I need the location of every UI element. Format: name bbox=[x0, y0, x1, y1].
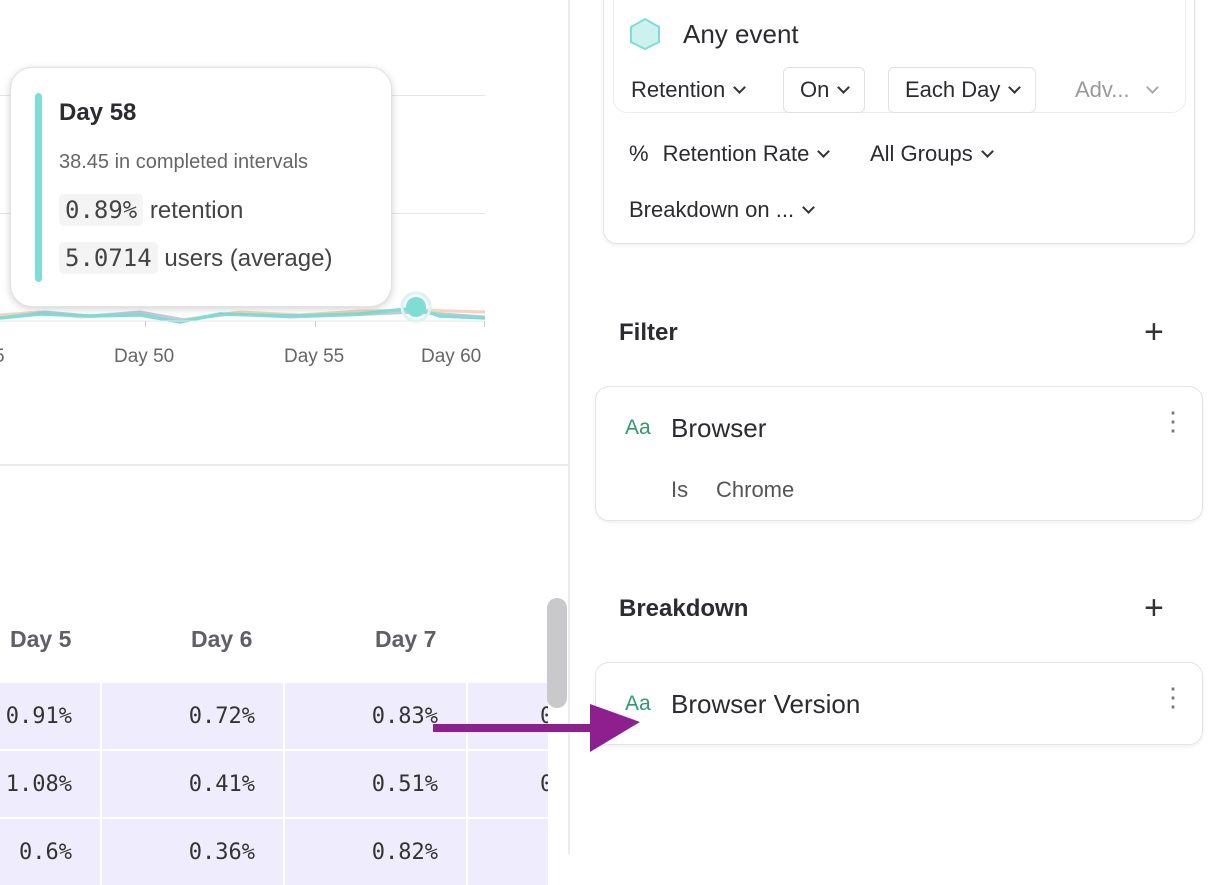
chart-tooltip: Day 58 38.45 in completed intervals 0.89… bbox=[10, 67, 392, 307]
table-cell: 0.82% bbox=[285, 819, 466, 885]
users-label: users (average) bbox=[164, 245, 333, 272]
event-name[interactable]: Any event bbox=[683, 19, 799, 49]
chevron-down-icon bbox=[837, 81, 851, 94]
x-tick: Day 60 bbox=[421, 346, 482, 367]
retention-value: 0.89% bbox=[59, 194, 144, 226]
hover-point bbox=[400, 291, 432, 323]
breakdown-on-label: Breakdown on ... bbox=[629, 197, 795, 222]
table-cell: 0.51% bbox=[285, 751, 466, 817]
divider bbox=[0, 464, 568, 466]
panel-divider bbox=[568, 0, 570, 854]
percent-icon: % bbox=[629, 141, 649, 166]
breakdown-heading: Breakdown bbox=[619, 595, 749, 622]
retention-type-dropdown[interactable]: Retention bbox=[631, 67, 747, 113]
advanced-dropdown[interactable]: Adv... bbox=[1075, 67, 1159, 113]
chevron-down-icon bbox=[1145, 81, 1159, 94]
table-cell: 0.83% bbox=[285, 683, 466, 749]
chevron-down-icon bbox=[980, 145, 994, 158]
tooltip-subtitle: 38.45 in completed intervals bbox=[59, 151, 309, 173]
retention-type-label: Retention bbox=[631, 77, 726, 102]
advanced-label: Adv... bbox=[1075, 77, 1130, 102]
event-hexagon-icon bbox=[630, 17, 660, 51]
interval-dropdown[interactable]: Each Day bbox=[888, 67, 1037, 113]
users-value: 5.0714 bbox=[59, 242, 158, 274]
more-options-icon[interactable]: ⋮ bbox=[1160, 406, 1186, 436]
event-card bbox=[613, 0, 1186, 113]
x-tick: Day 50 bbox=[114, 346, 175, 367]
add-breakdown-button[interactable]: + bbox=[1144, 589, 1164, 627]
series-color-bar bbox=[35, 93, 42, 282]
breakdown-property[interactable]: Browser Version bbox=[671, 689, 861, 719]
query-card: Any event Retention On Each Day Adv... %… bbox=[603, 0, 1195, 244]
groups-label: All Groups bbox=[870, 141, 973, 166]
filter-value[interactable]: Chrome bbox=[716, 477, 795, 502]
table-scrollbar[interactable] bbox=[547, 598, 567, 708]
chart-panel: 5 Day 50 Day 55 Day 60 Day 58 38.45 in c… bbox=[0, 0, 568, 885]
string-type-icon: Aa bbox=[625, 416, 651, 439]
table-cell: 1.08% bbox=[0, 751, 100, 817]
chevron-down-icon bbox=[1008, 81, 1022, 94]
measure-label: Retention Rate bbox=[662, 141, 810, 166]
interval-label: Each Day bbox=[905, 77, 1001, 102]
string-type-icon: Aa bbox=[625, 692, 651, 715]
chevron-down-icon bbox=[817, 145, 831, 158]
groups-dropdown[interactable]: All Groups bbox=[870, 141, 994, 167]
retention-label: retention bbox=[149, 197, 244, 224]
table-cell: 0.36% bbox=[102, 819, 283, 885]
annotation-arrow bbox=[433, 704, 640, 752]
column-header: Day 6 bbox=[191, 626, 253, 652]
add-filter-button[interactable]: + bbox=[1144, 313, 1164, 351]
breakdown-card[interactable]: Aa Browser Version ⋮ bbox=[595, 662, 1203, 745]
filter-card[interactable]: Aa Browser Is Chrome ⋮ bbox=[595, 386, 1203, 521]
chevron-down-icon bbox=[802, 201, 815, 214]
table-cell: 0 bbox=[468, 751, 548, 817]
chevron-down-icon bbox=[733, 81, 747, 94]
on-dropdown[interactable]: On bbox=[783, 67, 866, 113]
table-cell: 0.91% bbox=[0, 683, 100, 749]
measure-dropdown[interactable]: % Retention Rate bbox=[629, 141, 831, 167]
column-header: Day 5 bbox=[10, 626, 72, 652]
table-cell: 0.6% bbox=[0, 819, 100, 885]
breakdown-on-dropdown[interactable]: Breakdown on ... bbox=[629, 197, 815, 223]
column-header: Day 7 bbox=[375, 626, 437, 652]
table-cell: 0 bbox=[468, 683, 548, 749]
tooltip-title: Day 58 bbox=[59, 99, 137, 126]
more-options-icon[interactable]: ⋮ bbox=[1160, 682, 1186, 712]
table-cell: 0.72% bbox=[102, 683, 283, 749]
filter-heading: Filter bbox=[619, 319, 678, 346]
on-label: On bbox=[800, 77, 830, 102]
retention-lines bbox=[0, 291, 486, 324]
x-tick: Day 55 bbox=[284, 346, 345, 367]
filter-operator[interactable]: Is bbox=[671, 477, 689, 502]
filter-property[interactable]: Browser bbox=[671, 413, 767, 443]
table-cell: 0.41% bbox=[102, 751, 283, 817]
table-cell bbox=[468, 819, 548, 885]
x-tick: 5 bbox=[0, 346, 5, 368]
